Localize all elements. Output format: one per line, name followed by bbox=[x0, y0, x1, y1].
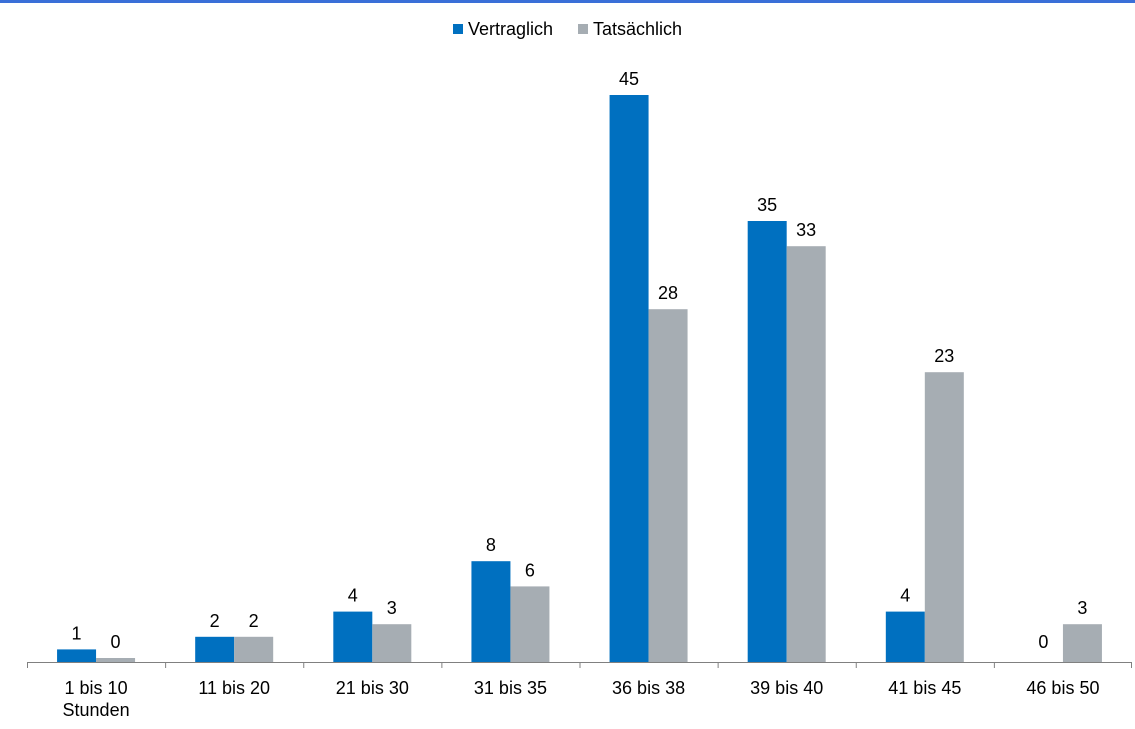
x-tick-label: 46 bis 50 bbox=[1026, 678, 1099, 698]
data-label-vertraglich: 8 bbox=[486, 535, 496, 555]
x-tick-label: 36 bis 38 bbox=[612, 678, 685, 698]
data-label-vertraglich: 35 bbox=[757, 195, 777, 215]
data-label-vertraglich: 4 bbox=[348, 586, 358, 606]
bar-tatsaechlich bbox=[786, 246, 826, 662]
bar-vertraglich bbox=[195, 636, 235, 662]
bar-vertraglich bbox=[57, 649, 97, 662]
data-label-tatsaechlich: 3 bbox=[1077, 598, 1087, 618]
data-label-tatsaechlich: 33 bbox=[796, 220, 816, 240]
x-tick-label: 11 bis 20 bbox=[198, 678, 270, 698]
legend-swatch-vertraglich bbox=[452, 24, 463, 34]
data-label-tatsaechlich: 2 bbox=[249, 611, 259, 631]
top-accent-bar bbox=[0, 0, 1135, 3]
bar-tatsaechlich bbox=[510, 586, 550, 662]
bar-vertraglich bbox=[471, 561, 511, 662]
data-label-vertraglich: 2 bbox=[210, 611, 220, 631]
bar-tatsaechlich bbox=[234, 636, 274, 662]
data-label-vertraglich: 0 bbox=[1038, 632, 1048, 652]
bar-vertraglich bbox=[333, 611, 373, 662]
bar-tatsaechlich bbox=[372, 624, 412, 662]
x-tick-label: 31 bis 35 bbox=[474, 678, 547, 698]
bar-vertraglich bbox=[609, 95, 649, 662]
x-tick-label: 21 bis 30 bbox=[336, 678, 409, 698]
data-label-tatsaechlich: 6 bbox=[525, 560, 535, 580]
data-label-tatsaechlich: 23 bbox=[934, 346, 954, 366]
data-label-vertraglich: 1 bbox=[72, 623, 82, 643]
legend-item-vertraglich: Vertraglich bbox=[452, 19, 553, 40]
data-label-vertraglich: 45 bbox=[619, 69, 639, 89]
bar-tatsaechlich bbox=[924, 372, 964, 662]
legend-item-tatsaechlich: Tatsächlich bbox=[578, 19, 682, 40]
legend-swatch-tatsaechlich bbox=[578, 24, 588, 34]
bar-vertraglich bbox=[747, 221, 787, 662]
x-tick-label: 41 bis 45 bbox=[888, 678, 961, 698]
data-label-tatsaechlich: 0 bbox=[111, 632, 121, 652]
legend-label-vertraglich: Vertraglich bbox=[467, 19, 553, 39]
bar-tatsaechlich bbox=[96, 658, 136, 662]
legend-label-tatsaechlich: Tatsächlich bbox=[593, 19, 683, 39]
legend: Vertraglich Tatsächlich bbox=[0, 19, 1135, 40]
data-label-tatsaechlich: 3 bbox=[387, 598, 397, 618]
x-tick-label: 1 bis 10 Stunden bbox=[63, 678, 130, 720]
bar-tatsaechlich bbox=[1062, 624, 1102, 662]
data-label-tatsaechlich: 28 bbox=[658, 283, 678, 303]
x-tick-label: 39 bis 40 bbox=[750, 678, 823, 698]
bar-tatsaechlich bbox=[648, 309, 688, 662]
data-label-vertraglich: 4 bbox=[900, 586, 910, 606]
bar-vertraglich bbox=[885, 611, 925, 662]
